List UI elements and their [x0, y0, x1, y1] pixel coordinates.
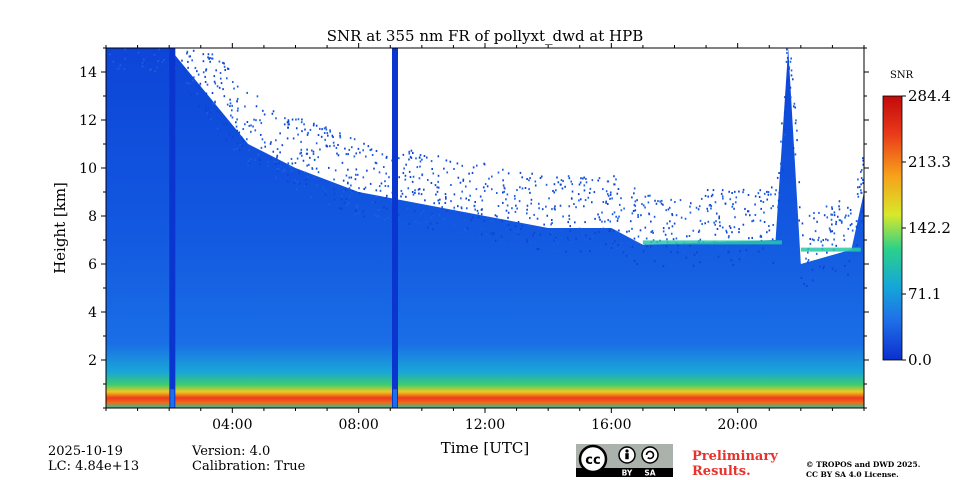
y-tick-label: 6: [88, 257, 97, 273]
dropout-stripe-2: [391, 48, 398, 408]
snr-heatmap: [106, 48, 864, 408]
plot-area: [106, 48, 864, 408]
x-tick-label: 16:00: [591, 417, 631, 433]
chart-title: SNR at 355 nm FR of pollyxt_dwd at HPB: [327, 27, 644, 45]
dropout-stripe-1: [169, 48, 176, 408]
colorbar-gradient: [882, 95, 903, 361]
by-label: BY: [622, 469, 633, 478]
footer-left: 2025-10-19 LC: 4.84e+13: [48, 444, 139, 474]
y-tick-label: 8: [88, 209, 97, 225]
calibration-text: Calibration: True: [192, 459, 306, 474]
x-axis: 04:00 08:00 12:00 16:00 20:00: [105, 43, 865, 433]
footer-version: Version: 4.0 Calibration: True: [192, 444, 305, 474]
cc-by-sa-license-icon: cc BY SA: [576, 444, 673, 477]
x-tick-label: 20:00: [717, 417, 757, 433]
y-tick-label: 12: [79, 113, 97, 129]
preliminary-line-1: Preliminary: [692, 449, 778, 464]
signal-field: [106, 48, 864, 408]
preliminary-line-2: Results.: [692, 464, 751, 479]
y-tick-label: 4: [88, 305, 97, 321]
copyright-line-2: CC BY SA 4.0 License.: [806, 470, 899, 479]
cloud-layer-1: [642, 240, 782, 245]
x-tick-label: 08:00: [338, 417, 378, 433]
y-tick-label: 10: [79, 161, 97, 177]
colorbar-tick-label: 142.2: [908, 219, 951, 237]
y-axis: 2 4 6 8 10 12 14: [79, 47, 869, 409]
y-tick-label: 14: [79, 65, 97, 81]
sa-label: SA: [644, 469, 655, 478]
y-axis-label: Height [km]: [51, 182, 69, 274]
lidar-constant-text: LC: 4.84e+13: [48, 459, 140, 474]
cloud-layer-2: [800, 247, 861, 252]
colorbar-tick-label: 0.0: [908, 351, 932, 369]
x-tick-label: 12:00: [465, 417, 505, 433]
y-tick-label: 2: [88, 353, 97, 369]
version-text: Version: 4.0: [192, 444, 271, 459]
sa-icon: [641, 446, 659, 464]
preliminary-results-note: Preliminary Results.: [692, 449, 778, 479]
colorbar-tick-label: 213.3: [908, 153, 951, 171]
copyright-line-1: © TROPOS and DWD 2025.: [806, 460, 921, 469]
copyright-note: © TROPOS and DWD 2025. CC BY SA 4.0 Lice…: [806, 460, 920, 480]
colorbar-tick-label: 71.1: [908, 285, 941, 303]
colorbar-tick-label: 284.4: [908, 87, 951, 105]
x-tick-label: 04:00: [212, 417, 252, 433]
colorbar-label: SNR: [890, 70, 914, 81]
cc-icon-text: cc: [585, 453, 600, 468]
colorbar: SNR 0.0 71.1 142.2 213.3 284.4: [882, 70, 951, 369]
x-axis-label: Time [UTC]: [441, 439, 530, 457]
date-text: 2025-10-19: [48, 444, 123, 459]
